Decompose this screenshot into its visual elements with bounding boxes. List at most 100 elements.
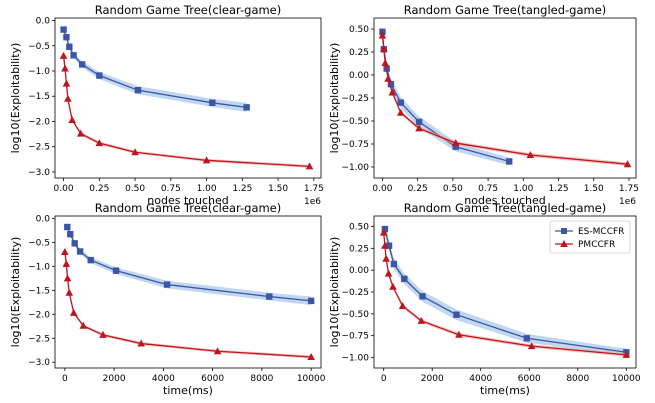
y-tick-label: −1.5: [28, 286, 50, 296]
point-pmccfr: [381, 241, 389, 249]
point-pmccfr: [389, 282, 397, 290]
legend-box: [549, 220, 631, 254]
y-axis-label: log10(Exploitability): [328, 43, 341, 154]
point-pmccfr: [382, 254, 390, 262]
x-tick-label: 10000: [297, 374, 326, 384]
point-pmccfr: [69, 308, 78, 316]
point-pmccfr: [307, 352, 315, 360]
y-tick-label: −0.75: [341, 332, 369, 342]
point-pmccfr: [455, 330, 463, 338]
point-pmccfr: [137, 339, 146, 347]
point-es-mccfr: [112, 267, 120, 274]
point-es-mccfr: [266, 293, 273, 300]
point-es-mccfr: [76, 248, 84, 255]
y-tick-label: −0.25: [341, 288, 369, 298]
point-pmccfr: [62, 259, 71, 267]
point-es-mccfr: [387, 81, 395, 88]
point-pmccfr: [131, 148, 139, 156]
point-pmccfr: [527, 342, 536, 350]
y-axis-label: log10(Exploitability): [9, 43, 22, 154]
point-pmccfr: [213, 347, 222, 355]
point-pmccfr: [61, 64, 69, 72]
y-axis-label: log10(Exploitability): [328, 237, 341, 348]
point-es-mccfr: [381, 225, 389, 233]
plot-area: [378, 26, 632, 168]
y-tick-label: −2.0: [28, 310, 50, 320]
x-tick-label: 10000: [612, 374, 641, 384]
y-tick-label: −0.50: [341, 310, 369, 320]
point-pmccfr: [64, 94, 72, 102]
band-es-mccfr: [67, 225, 312, 306]
y-tick-label: −1.0: [28, 262, 50, 272]
point-es-mccfr: [64, 223, 71, 231]
point-pmccfr: [63, 274, 72, 282]
point-pmccfr: [381, 59, 390, 67]
y-tick-label: 0.0: [36, 17, 51, 27]
point-pmccfr: [622, 350, 631, 358]
plot-area: [379, 223, 631, 358]
point-es-mccfr: [419, 293, 426, 300]
x-tick-label: 0: [62, 374, 68, 384]
point-es-mccfr: [243, 104, 250, 111]
chart-title: Random Game Tree(tangled-game): [404, 3, 607, 17]
point-es-mccfr: [96, 72, 103, 79]
axes-frame: [54, 215, 322, 369]
point-pmccfr: [99, 330, 107, 338]
point-pmccfr: [305, 162, 314, 170]
legend-marker-es-mccfr: [561, 228, 567, 234]
x-tick-label: 0.00: [372, 184, 392, 194]
panel-2: Random Game Tree(tangled-game) nodes touc…: [328, 3, 639, 207]
panel-1: Random Game Tree(clear-game) nodes touche…: [9, 3, 324, 207]
y-tick-label: −3.0: [28, 358, 50, 368]
y-tick-label: −1.00: [341, 354, 369, 364]
point-pmccfr: [415, 124, 423, 132]
line-pmccfr: [381, 35, 628, 165]
point-pmccfr: [451, 139, 460, 147]
x-tick-label: 8000: [566, 374, 589, 384]
y-tick-label: −2.0: [28, 117, 50, 127]
y-tick-label: −0.50: [341, 117, 369, 127]
point-pmccfr: [62, 79, 71, 87]
axes-frame: [373, 215, 637, 369]
band-es-mccfr: [382, 26, 510, 166]
y-tick-label: −0.5: [28, 238, 50, 248]
y-tick-label: 0.50: [349, 25, 369, 35]
band-es-mccfr: [384, 223, 627, 356]
x-tick-label: 6000: [518, 374, 541, 384]
point-es-mccfr: [87, 256, 94, 264]
y-tick-label: −0.25: [341, 94, 369, 104]
legend-label-es-mccfr: ES-MCCFR: [578, 227, 624, 237]
point-pmccfr: [526, 151, 535, 159]
x-axis-label: time(ms): [163, 384, 213, 397]
point-pmccfr: [68, 115, 76, 123]
point-pmccfr: [76, 129, 85, 137]
point-es-mccfr: [307, 297, 315, 305]
x-offset-text: 1e6: [304, 197, 321, 207]
y-tick-label: −0.75: [341, 140, 369, 150]
point-pmccfr: [95, 139, 104, 147]
y-tick-label: −1.5: [28, 92, 50, 102]
point-pmccfr: [417, 316, 426, 324]
y-tick-label: 0.25: [349, 48, 369, 58]
x-tick-label: 1.75: [304, 184, 324, 194]
y-axis-label: log10(Exploitability): [9, 237, 22, 348]
chart-title: Random Game Tree(clear-game): [95, 201, 282, 215]
plot-area: [61, 223, 315, 360]
x-axis-label: time(ms): [480, 384, 530, 397]
y-tick-label: −3.0: [28, 168, 50, 178]
x-tick-label: 2000: [103, 374, 126, 384]
x-tick-label: 0.75: [161, 184, 181, 194]
y-tick-label: −1.00: [341, 163, 369, 173]
point-pmccfr: [380, 45, 388, 53]
point-pmccfr: [623, 160, 632, 168]
x-tick-label: 1.75: [619, 184, 639, 194]
x-tick-label: 1.50: [584, 184, 604, 194]
point-es-mccfr: [67, 231, 74, 238]
y-tick-label: 0.0: [36, 214, 51, 224]
x-axis-label: nodes touched: [147, 194, 228, 207]
point-es-mccfr: [453, 311, 460, 318]
point-es-mccfr: [60, 26, 67, 33]
band-pmccfr: [63, 54, 310, 168]
point-pmccfr: [398, 301, 407, 309]
